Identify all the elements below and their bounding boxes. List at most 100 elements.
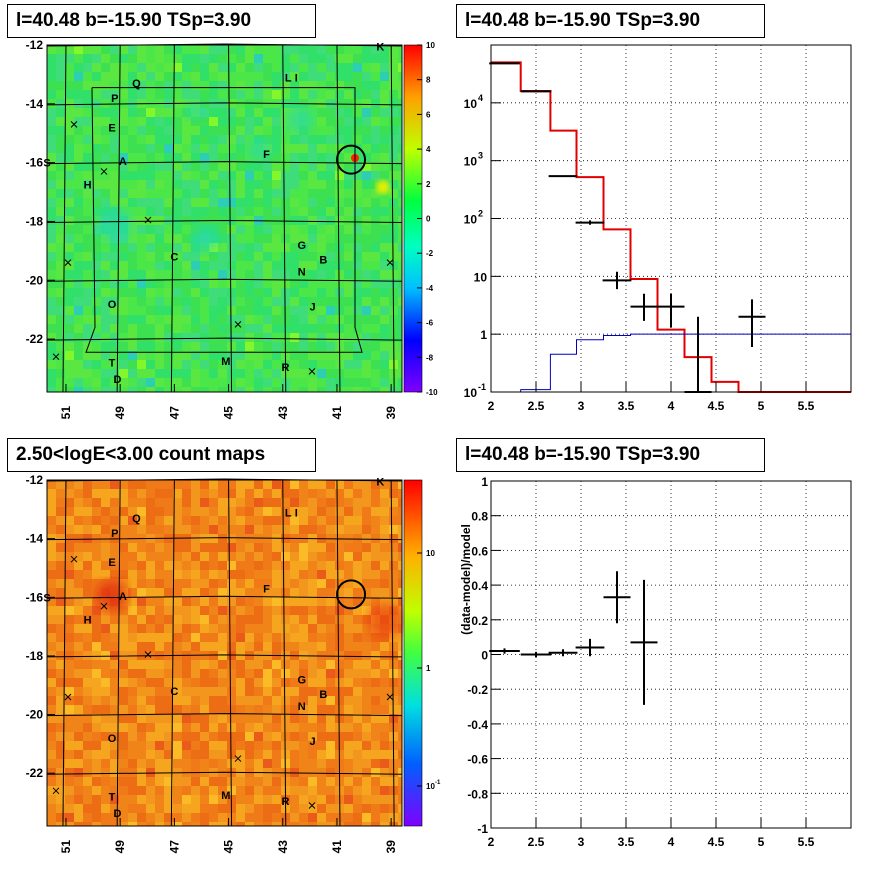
map-pixel: [218, 498, 227, 507]
map-pixel: [308, 297, 317, 306]
map-pixel: [353, 768, 362, 777]
target-circle: [336, 579, 367, 610]
map-pixel: [398, 243, 402, 252]
map-pixel: [389, 669, 398, 678]
map-pixel: [344, 651, 353, 660]
map-pixel: [137, 714, 146, 723]
map-pixel: [47, 225, 56, 234]
cross-marker: [100, 168, 108, 175]
map-pixel: [299, 606, 308, 615]
map-pixel: [335, 126, 344, 135]
map-pixel: [47, 117, 56, 126]
map-pixel: [200, 126, 209, 135]
map-pixel: [191, 324, 200, 333]
map-pixel: [200, 207, 209, 216]
map-pixel: [272, 660, 281, 669]
map-pixel: [182, 288, 191, 297]
map-pixel: [164, 507, 173, 516]
map-pixel: [371, 306, 380, 315]
map-pixel: [155, 81, 164, 90]
map-pixel: [119, 723, 128, 732]
map-pixel: [119, 117, 128, 126]
map-pixel: [380, 759, 389, 768]
map-pixel: [344, 99, 353, 108]
map-pixel: [245, 606, 254, 615]
map-pixel: [245, 678, 254, 687]
map-pixel: [218, 813, 227, 822]
map-pixel: [299, 516, 308, 525]
map-pixel: [101, 270, 110, 279]
map-pixel: [110, 324, 119, 333]
map-pixel: [380, 732, 389, 741]
map-pixel: [47, 297, 56, 306]
x-tick-label: 3.5: [618, 399, 635, 413]
map-pixel: [191, 822, 200, 826]
map-pixel: [56, 387, 65, 392]
map-pixel: [380, 687, 389, 696]
map-pixel: [281, 90, 290, 99]
map-pixel: [119, 651, 128, 660]
map-pixel: [182, 189, 191, 198]
source-label-k: K: [376, 41, 384, 53]
map-pixel: [65, 570, 74, 579]
map-pixel: [371, 252, 380, 261]
map-pixel: [200, 153, 209, 162]
map-pixel: [245, 90, 254, 99]
map-pixel: [74, 261, 83, 270]
map-pixel: [263, 813, 272, 822]
map-pixel: [371, 63, 380, 72]
map-pixel: [128, 579, 137, 588]
map-pixel: [119, 759, 128, 768]
x-tick-label: 47: [167, 406, 181, 420]
map-pixel: [128, 81, 137, 90]
map-pixel: [191, 306, 200, 315]
map-pixel: [353, 489, 362, 498]
map-pixel: [335, 507, 344, 516]
map-pixel: [137, 660, 146, 669]
map-pixel: [119, 768, 128, 777]
map-pixel: [83, 144, 92, 153]
map-pixel: [182, 633, 191, 642]
map-pixel: [200, 750, 209, 759]
map-pixel: [65, 768, 74, 777]
map-pixel: [344, 534, 353, 543]
map-pixel: [191, 606, 200, 615]
map-pixel: [83, 534, 92, 543]
map-pixel: [92, 696, 101, 705]
map-pixel: [227, 279, 236, 288]
map-pixel: [65, 705, 74, 714]
map-pixel: [398, 804, 402, 813]
map-pixel: [380, 297, 389, 306]
map-pixel: [335, 135, 344, 144]
map-pixel: [290, 570, 299, 579]
map-pixel: [182, 813, 191, 822]
map-pixel: [371, 705, 380, 714]
map-pixel: [245, 804, 254, 813]
map-pixel: [182, 63, 191, 72]
map-pixel: [362, 633, 371, 642]
y-tick-label: -0.8: [467, 787, 488, 801]
map-pixel: [317, 54, 326, 63]
map-pixel: [281, 597, 290, 606]
map-pixel: [110, 369, 119, 378]
map-pixel: [299, 777, 308, 786]
map-pixel: [326, 207, 335, 216]
grid-line: [170, 479, 175, 827]
map-pixel: [326, 651, 335, 660]
map-pixel: [155, 561, 164, 570]
map-pixel: [83, 813, 92, 822]
map-pixel: [191, 516, 200, 525]
map-pixel: [272, 714, 281, 723]
map-pixel: [110, 543, 119, 552]
map-pixel: [65, 624, 74, 633]
map-pixel: [137, 516, 146, 525]
map-pixel: [245, 198, 254, 207]
map-pixel: [218, 162, 227, 171]
map-pixel: [173, 498, 182, 507]
map-pixel: [182, 678, 191, 687]
map-pixel: [290, 261, 299, 270]
map-pixel: [290, 687, 299, 696]
map-pixel: [353, 642, 362, 651]
map-pixel: [56, 171, 65, 180]
map-pixel: [146, 306, 155, 315]
